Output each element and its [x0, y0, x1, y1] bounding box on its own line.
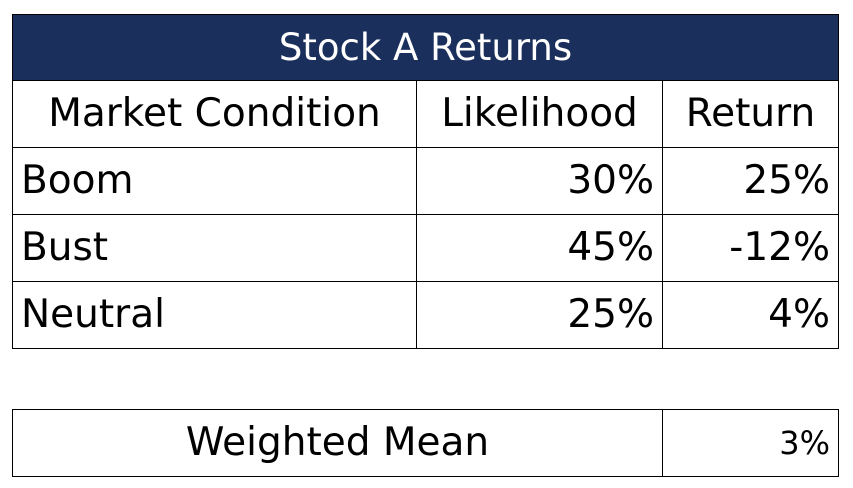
table-row-boom: Boom 30% 25% [12, 147, 840, 215]
table-row-bust: Bust 45% -12% [12, 214, 840, 282]
return-cell: 4% [661, 281, 840, 349]
condition-cell: Neutral [12, 281, 417, 349]
likelihood-cell: 30% [416, 147, 663, 215]
likelihood-cell: 45% [416, 214, 663, 282]
return-cell: 25% [661, 147, 840, 215]
weighted-mean-table: Weighted Mean 3% [12, 409, 839, 477]
header-market-condition: Market Condition [12, 80, 417, 148]
title-row: Stock A Returns [11, 14, 840, 81]
header-return: Return [661, 80, 840, 148]
weighted-mean-value: 3% [662, 409, 839, 477]
header-row: Market Condition Likelihood Return [12, 80, 840, 148]
table-title: Stock A Returns [11, 14, 840, 81]
return-cell: -12% [661, 214, 840, 282]
header-likelihood: Likelihood [416, 80, 663, 148]
likelihood-cell: 25% [416, 281, 663, 349]
condition-cell: Bust [12, 214, 417, 282]
table-row-neutral: Neutral 25% 4% [12, 281, 840, 349]
condition-cell: Boom [12, 147, 417, 215]
stock-returns-table: Stock A Returns Market Condition Likelih… [11, 14, 840, 349]
weighted-mean-row: Weighted Mean 3% [12, 409, 839, 477]
weighted-mean-label: Weighted Mean [12, 409, 663, 477]
